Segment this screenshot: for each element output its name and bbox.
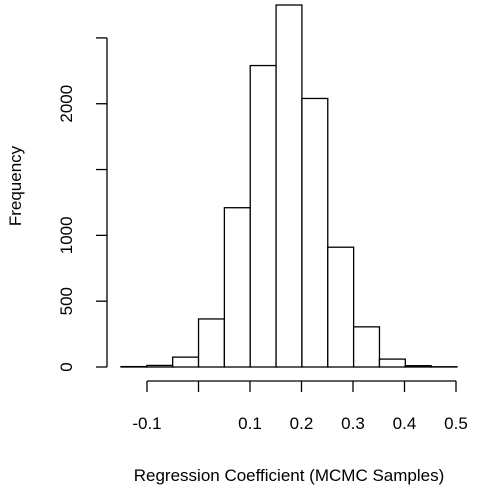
x-tick-label-4: 0.3	[341, 414, 365, 433]
histogram-bar-8	[327, 246, 355, 368]
y-tick-label-0: 0	[57, 362, 76, 371]
x-axis-ticks: -0.1 0.1 0.2 0.3 0.4 0.5	[132, 381, 468, 433]
x-tick-label-0: -0.1	[132, 414, 161, 433]
histogram-bar-2	[172, 356, 200, 368]
histogram-bar-7	[301, 97, 329, 368]
histogram-bar-4	[223, 207, 251, 368]
y-tick-label-4: 2000	[57, 85, 76, 123]
x-axis-title: Regression Coefficient (MCMC Samples)	[134, 466, 445, 485]
y-tick-label-2: 1000	[57, 216, 76, 254]
x-tick-label-6: 0.5	[444, 414, 468, 433]
histogram-bar-6	[275, 4, 303, 368]
histogram-bar-5	[249, 64, 277, 368]
x-tick-label-2: 0.1	[238, 414, 262, 433]
x-tick-label-5: 0.4	[393, 414, 417, 433]
x-tick-label-3: 0.2	[290, 414, 314, 433]
histogram-bar-3	[197, 318, 226, 368]
histogram-bar-10	[378, 358, 406, 368]
histogram-bar-9	[352, 326, 381, 368]
histogram-bars	[120, 4, 458, 368]
y-axis-ticks: 0 500 1000 2000	[57, 37, 107, 372]
y-tick-label-1: 500	[57, 287, 76, 315]
histogram-bar-1	[146, 364, 174, 368]
y-axis-title: Frequency	[6, 145, 25, 226]
histogram-bar-11	[404, 365, 432, 368]
